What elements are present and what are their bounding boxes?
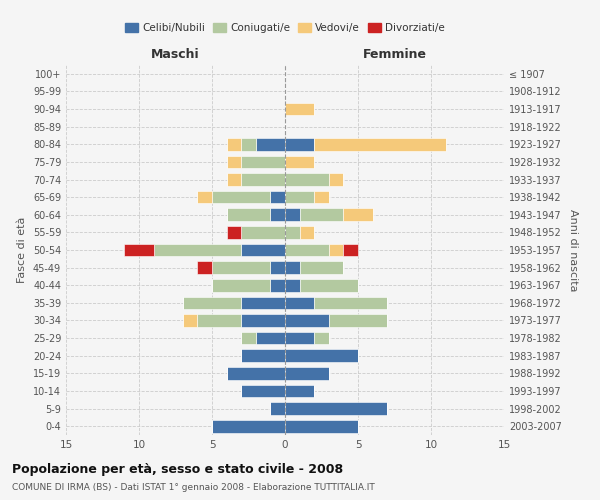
Bar	[241, 314, 285, 327]
Bar	[227, 208, 271, 221]
Bar	[227, 156, 241, 168]
Bar	[124, 244, 154, 256]
Bar	[285, 262, 299, 274]
Bar	[241, 332, 256, 344]
Y-axis label: Anni di nascita: Anni di nascita	[568, 209, 578, 291]
Text: COMUNE DI IRMA (BS) - Dati ISTAT 1° gennaio 2008 - Elaborazione TUTTITALIA.IT: COMUNE DI IRMA (BS) - Dati ISTAT 1° genn…	[12, 482, 375, 492]
Bar	[271, 262, 285, 274]
Bar	[299, 208, 343, 221]
Bar	[285, 191, 314, 203]
Bar	[197, 262, 212, 274]
Bar	[285, 173, 329, 186]
Bar	[329, 244, 343, 256]
Bar	[227, 367, 285, 380]
Bar	[183, 296, 241, 309]
Bar	[285, 384, 314, 398]
Bar	[212, 279, 271, 291]
Bar	[285, 367, 329, 380]
Bar	[285, 296, 314, 309]
Bar	[285, 420, 358, 432]
Bar	[154, 244, 241, 256]
Text: Maschi: Maschi	[151, 48, 200, 62]
Bar	[256, 332, 285, 344]
Bar	[285, 244, 329, 256]
Bar	[183, 314, 197, 327]
Bar	[227, 138, 241, 150]
Bar	[285, 138, 314, 150]
Bar	[285, 208, 299, 221]
Bar	[212, 420, 285, 432]
Bar	[227, 173, 241, 186]
Y-axis label: Fasce di età: Fasce di età	[17, 217, 27, 283]
Bar	[285, 279, 299, 291]
Legend: Celibi/Nubili, Coniugati/e, Vedovi/e, Divorziati/e: Celibi/Nubili, Coniugati/e, Vedovi/e, Di…	[121, 18, 449, 37]
Bar	[329, 314, 387, 327]
Text: Femmine: Femmine	[362, 48, 427, 62]
Bar	[212, 262, 271, 274]
Bar	[299, 226, 314, 238]
Bar	[241, 156, 285, 168]
Bar	[285, 226, 299, 238]
Bar	[285, 402, 387, 415]
Bar	[197, 191, 212, 203]
Bar	[299, 279, 358, 291]
Bar	[241, 350, 285, 362]
Bar	[329, 173, 343, 186]
Bar	[285, 332, 314, 344]
Bar	[271, 208, 285, 221]
Bar	[285, 314, 329, 327]
Bar	[197, 314, 241, 327]
Bar	[314, 296, 387, 309]
Bar	[241, 244, 285, 256]
Bar	[299, 262, 343, 274]
Bar	[343, 244, 358, 256]
Bar	[285, 350, 358, 362]
Bar	[241, 226, 285, 238]
Bar	[285, 102, 314, 116]
Bar	[314, 191, 329, 203]
Text: Popolazione per età, sesso e stato civile - 2008: Popolazione per età, sesso e stato civil…	[12, 462, 343, 475]
Bar	[241, 384, 285, 398]
Bar	[271, 402, 285, 415]
Bar	[343, 208, 373, 221]
Bar	[271, 279, 285, 291]
Bar	[256, 138, 285, 150]
Bar	[314, 332, 329, 344]
Bar	[241, 173, 285, 186]
Bar	[314, 138, 446, 150]
Bar	[271, 191, 285, 203]
Bar	[212, 191, 271, 203]
Bar	[285, 156, 314, 168]
Bar	[241, 138, 256, 150]
Bar	[241, 296, 285, 309]
Bar	[227, 226, 241, 238]
